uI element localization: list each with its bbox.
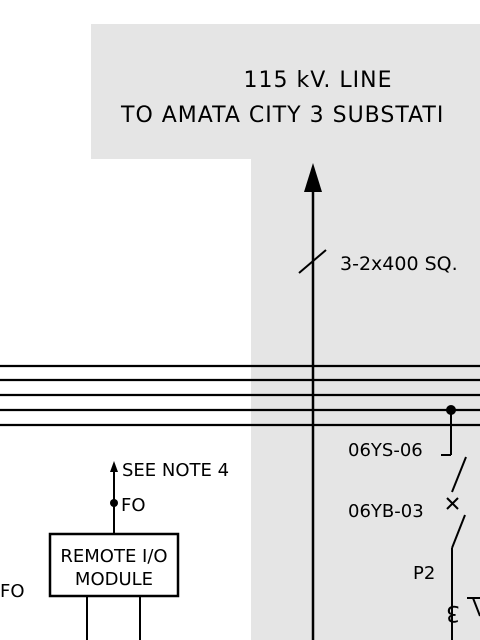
fo-node-dot-icon bbox=[110, 499, 118, 507]
line-voltage-title: 115 kV. LINE bbox=[243, 68, 392, 93]
arrow-up-icon bbox=[304, 163, 322, 192]
busbar-group bbox=[0, 364, 480, 427]
cable-slash-icon bbox=[298, 249, 327, 274]
cable-size-label: 3-2x400 SQ. bbox=[340, 253, 458, 275]
p2-label: P2 bbox=[413, 563, 435, 584]
signal-arrow-up-icon bbox=[110, 461, 118, 472]
ct-bracket-line bbox=[472, 597, 480, 617]
breaker-x-icon bbox=[446, 497, 459, 510]
ct-icon: 3 bbox=[446, 600, 460, 625]
remote-io-label-line1: REMOTE I/O bbox=[60, 546, 167, 567]
shaded-region bbox=[91, 24, 480, 640]
remote-io-label-line2: MODULE bbox=[75, 569, 153, 590]
remote-io-module-box bbox=[48, 532, 180, 598]
disconnect-switch-blade bbox=[451, 456, 467, 493]
breaker-blade bbox=[451, 514, 466, 549]
fo-module-label: FO bbox=[121, 495, 146, 516]
fo-left-label: FO bbox=[0, 581, 25, 602]
destination-substation-title: TO AMATA CITY 3 SUBSTATI bbox=[120, 103, 444, 128]
see-note-label: SEE NOTE 4 bbox=[122, 460, 229, 481]
switch-ys-label: 06YS-06 bbox=[348, 440, 423, 461]
switch-yb-label: 06YB-03 bbox=[348, 501, 424, 522]
